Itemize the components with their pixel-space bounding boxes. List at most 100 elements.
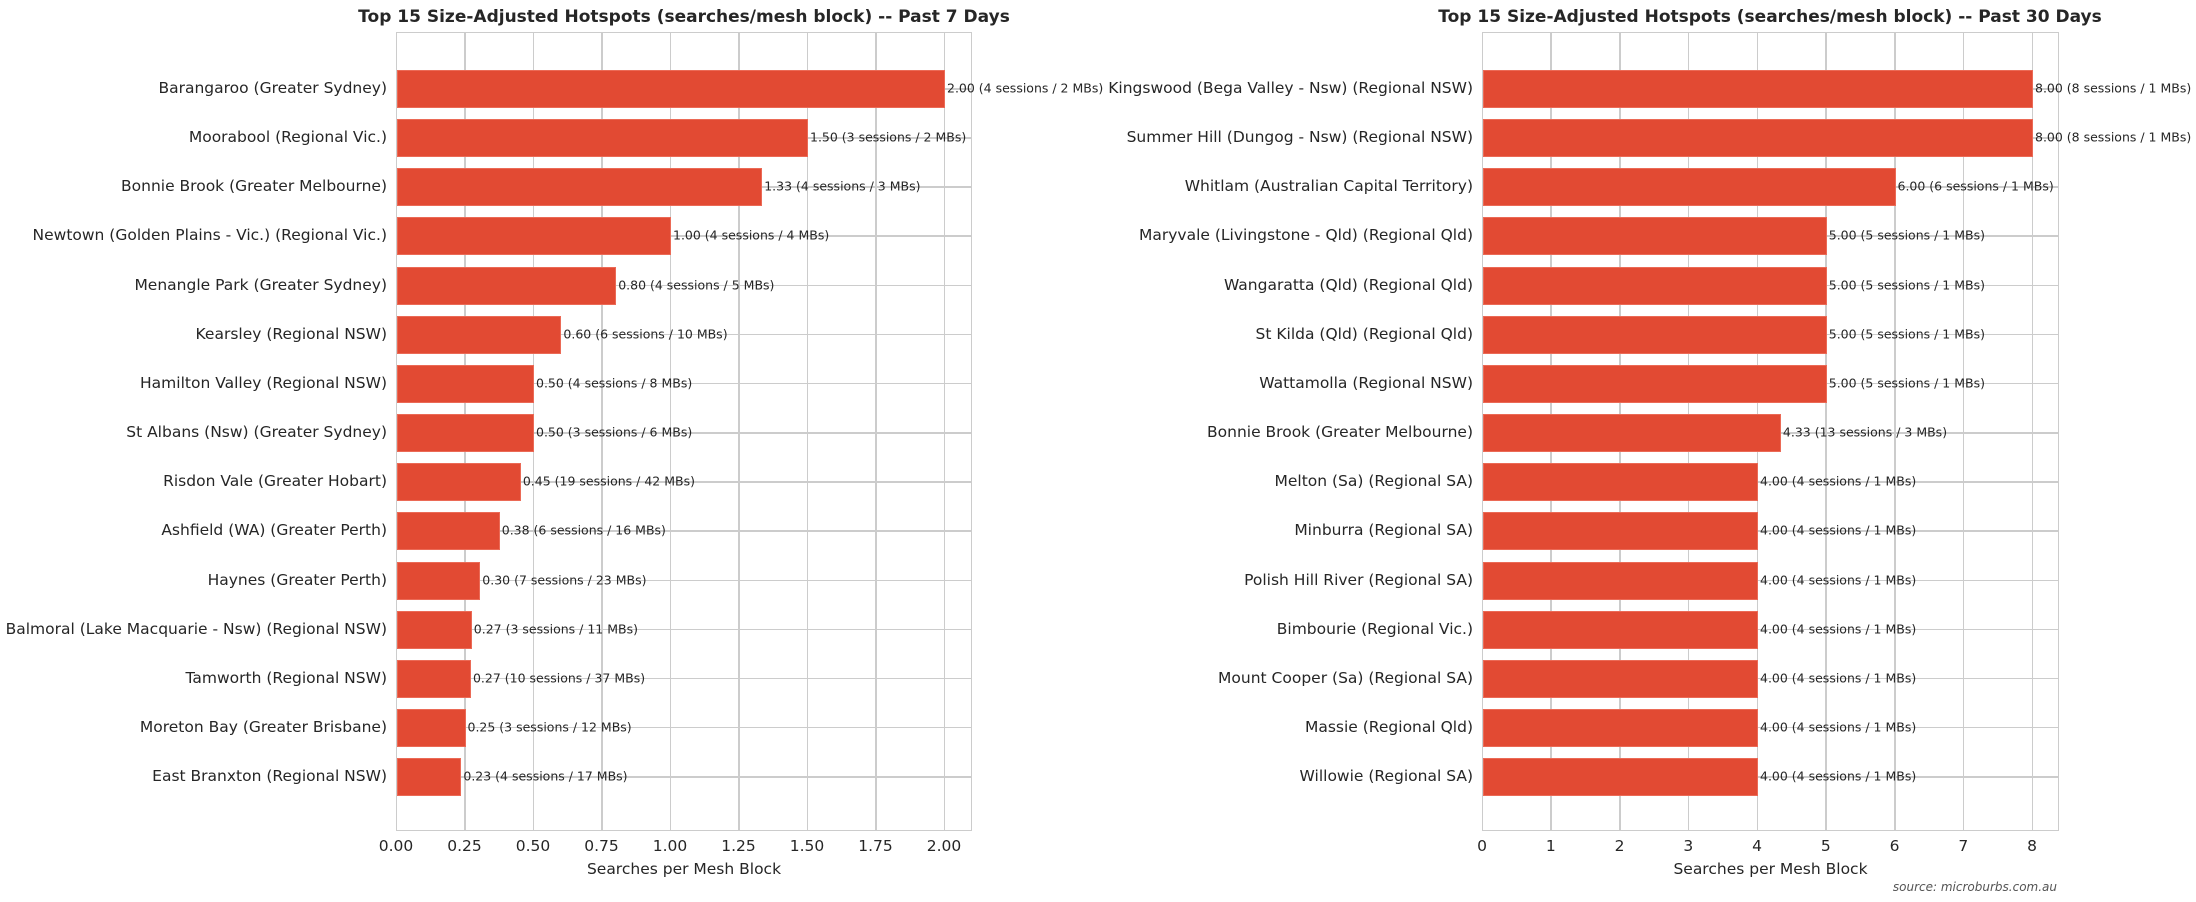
x-gridline (1962, 33, 1965, 830)
bar (1483, 512, 1758, 551)
y-category-label: Ashfield (WA) (Greater Perth) (161, 521, 387, 540)
x-gridline (669, 33, 671, 830)
bar-value-label: 6.00 (6 sessions / 1 MBs) (1897, 178, 2054, 194)
y-category-label: Melton (Sa) (Regional SA) (1274, 472, 1473, 491)
bar-value-label: 0.50 (4 sessions / 8 MBs) (536, 375, 693, 391)
y-category-label: Kearsley (Regional NSW) (195, 324, 387, 343)
x-gridline (806, 33, 808, 830)
x-tick-label: 2.00 (926, 837, 962, 855)
x-tick-label: 4 (1752, 837, 1762, 855)
bar (397, 561, 481, 600)
bar (1483, 463, 1758, 502)
bar-value-label: 0.60 (6 sessions / 10 MBs) (563, 326, 728, 342)
x-tick-label: 8 (2027, 837, 2037, 855)
source-caption: source: microburbs.com.au (1892, 880, 2057, 894)
bar (1483, 70, 2033, 108)
y-category-label: Bonnie Brook (Greater Melbourne) (121, 177, 387, 196)
y-category-label: Summer Hill (Dungog - Nsw) (Regional NSW… (1126, 128, 1473, 147)
x-tick-label: 3 (1683, 837, 1694, 855)
bar-value-label: 4.00 (4 sessions / 1 MBs) (1760, 621, 1917, 637)
y-category-label: Massie (Regional Qld) (1304, 717, 1473, 736)
y-category-label: Wangaratta (Qld) (Regional Qld) (1223, 275, 1473, 294)
x-tick-label: 7 (1958, 837, 1969, 855)
y-category-label: Minburra (Regional SA) (1294, 521, 1473, 540)
y-category-label: Wattamolla (Regional NSW) (1259, 373, 1473, 392)
bar-value-label: 2.00 (4 sessions / 2 MBs) (947, 80, 1104, 96)
y-category-label: East Branxton (Regional NSW) (152, 767, 387, 786)
bar-value-label: 0.25 (3 sessions / 12 MBs) (467, 719, 632, 735)
y-gridline (397, 776, 971, 778)
y-gridline (397, 333, 971, 336)
bar (397, 266, 617, 305)
y-category-label: Whitlam (Australian Capital Territory) (1184, 177, 1473, 196)
x-gridline (875, 33, 877, 830)
x-tick-label: 2 (1614, 837, 1625, 855)
bar-value-label: 4.00 (4 sessions / 1 MBs) (1760, 768, 1917, 784)
y-category-label: Willowie (Regional SA) (1299, 767, 1473, 786)
y-category-label: Kingswood (Bega Valley - Nsw) (Regional … (1108, 79, 1473, 97)
bar-value-label: 4.00 (4 sessions / 1 MBs) (1760, 670, 1917, 686)
x-tick-label: 6 (1889, 837, 1900, 855)
bar-value-label: 0.27 (3 sessions / 11 MBs) (473, 621, 638, 637)
bar-value-label: 0.38 (6 sessions / 16 MBs) (501, 522, 666, 538)
x-tick-label: 1.75 (858, 837, 893, 855)
x-tick-label: 0.00 (378, 837, 414, 855)
bar-value-label: 0.80 (4 sessions / 5 MBs) (618, 277, 775, 293)
bar (1483, 119, 2033, 158)
x-gridline (2031, 33, 2033, 830)
bar (397, 119, 808, 158)
bar-value-label: 5.00 (5 sessions / 1 MBs) (1828, 326, 1985, 342)
bar (1483, 708, 1758, 747)
bar (397, 364, 534, 403)
x-tick-label: 0.25 (447, 837, 482, 855)
y-gridline (1483, 628, 2058, 631)
y-category-label: Hamilton Valley (Regional NSW) (140, 373, 387, 392)
bar (397, 659, 471, 698)
bar (1483, 168, 1896, 207)
bar (1483, 758, 1758, 797)
bar-value-label: 1.33 (4 sessions / 3 MBs) (764, 178, 921, 194)
y-category-label: Bonnie Brook (Greater Melbourne) (1207, 423, 1473, 442)
plot-area (396, 32, 972, 831)
y-gridline (397, 726, 971, 729)
y-gridline (397, 481, 971, 483)
x-tick-label: 5 (1820, 837, 1831, 855)
y-category-label: Balmoral (Lake Macquarie - Nsw) (Regiona… (5, 619, 387, 638)
bar-value-label: 8.00 (8 sessions / 1 MBs) (2035, 80, 2192, 96)
x-tick-label: 0.50 (515, 837, 551, 855)
bar (1483, 414, 1781, 453)
chart-title: Top 15 Size-Adjusted Hotspots (searches/… (1438, 7, 2102, 27)
y-gridline (397, 628, 971, 631)
y-gridline (1483, 579, 2058, 581)
x-tick-label: 0.75 (584, 837, 619, 855)
x-gridline (738, 33, 740, 830)
y-gridline (1483, 677, 2058, 680)
bar-value-label: 4.00 (4 sessions / 1 MBs) (1760, 473, 1917, 489)
y-gridline (397, 235, 971, 237)
bar (397, 315, 562, 354)
bar (397, 414, 534, 453)
y-gridline (397, 579, 971, 581)
y-category-label: Mount Cooper (Sa) (Regional SA) (1218, 668, 1473, 687)
bar (397, 708, 466, 747)
bar-value-label: 0.30 (7 sessions / 23 MBs) (482, 572, 647, 587)
bar-value-label: 0.45 (19 sessions / 42 MBs) (522, 473, 695, 489)
x-axis-label: Searches per Mesh Block (586, 860, 782, 878)
bar (397, 463, 521, 502)
bar-value-label: 4.00 (4 sessions / 1 MBs) (1760, 522, 1917, 538)
y-gridline (1483, 530, 2058, 532)
x-tick-label: 1 (1545, 837, 1556, 855)
x-gridline (1894, 33, 1896, 830)
bar (397, 217, 671, 256)
y-category-label: St Albans (Nsw) (Greater Sydney) (126, 423, 387, 442)
bar-value-label: 4.00 (4 sessions / 1 MBs) (1760, 719, 1917, 735)
bar (397, 168, 763, 207)
x-axis-label: Searches per Mesh Block (1673, 860, 1868, 878)
x-gridline (1825, 33, 1827, 830)
x-gridline (601, 33, 603, 830)
bar-value-label: 4.00 (4 sessions / 1 MBs) (1760, 572, 1917, 587)
y-gridline (1483, 776, 2058, 778)
bar-value-label: 4.33 (13 sessions / 3 MBs) (1782, 424, 1948, 440)
bar (1483, 315, 1827, 354)
